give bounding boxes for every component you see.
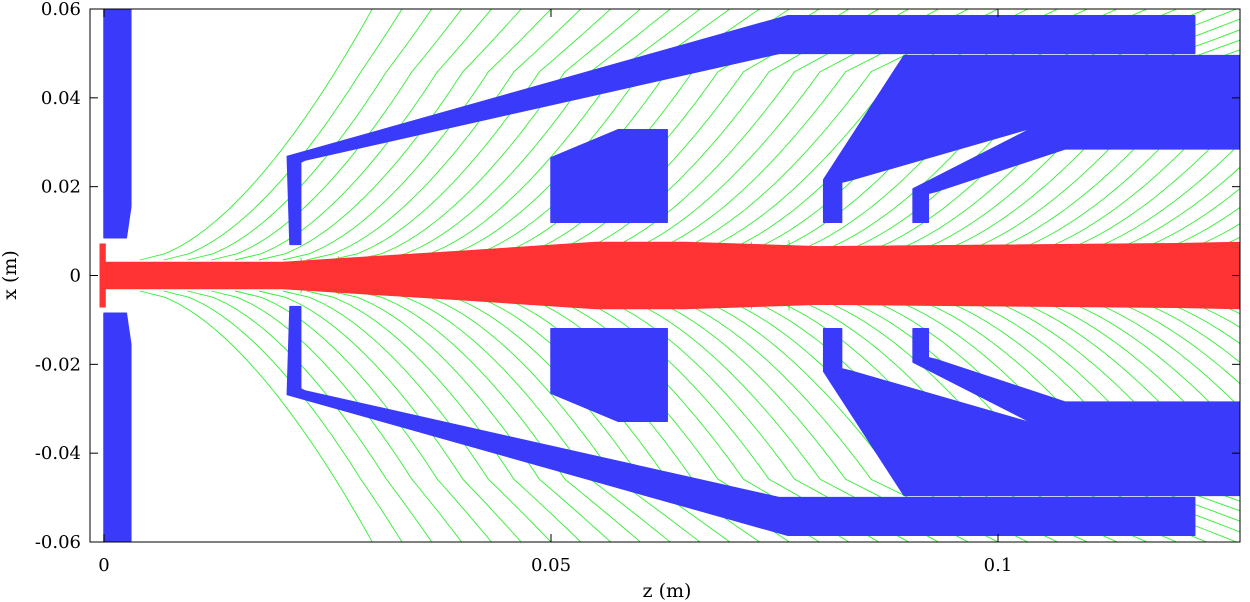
equipotential-line [401, 290, 701, 542]
electrode-1-upper [103, 9, 132, 239]
electrode-1-lower [103, 312, 132, 542]
equipotential-line [187, 290, 433, 542]
y-tick-label: 0.02 [41, 177, 81, 198]
equipotential-line [1093, 290, 1240, 364]
equipotential-line [139, 290, 373, 542]
equipotential-line [378, 290, 671, 542]
equipotential-line [1045, 290, 1240, 409]
electrode-3-upper [550, 129, 668, 223]
y-tick-label: 0.04 [41, 88, 81, 109]
y-tick-label: 0.06 [41, 0, 81, 20]
equipotential-line [330, 9, 611, 261]
y-tick-label: -0.06 [35, 532, 81, 553]
equipotential-line [306, 290, 582, 542]
y-tick-label: -0.02 [35, 354, 81, 375]
x-axis-ticks: 00.050.10.150.20.25 [98, 9, 1013, 576]
equipotential-line [1093, 187, 1240, 261]
x-tick-label: 0.1 [984, 555, 1013, 576]
electrode-2-lower [286, 305, 1196, 537]
electrodes [103, 9, 1240, 542]
electrode-5-upper [912, 99, 1240, 223]
y-tick-label: 0 [70, 266, 81, 287]
x-tick-label: 0.05 [531, 555, 571, 576]
equipotential-line [354, 9, 641, 261]
electrode-4-upper [822, 54, 1240, 223]
equipotential-line [282, 9, 552, 261]
electrode-5-lower [912, 328, 1240, 452]
equipotential-line [163, 290, 403, 542]
equipotential-line [378, 9, 671, 261]
equipotential-line [401, 9, 701, 261]
x-tick-label: 0 [98, 555, 109, 576]
electrode-2-upper [286, 14, 1196, 246]
y-tick-label: -0.04 [35, 443, 81, 464]
equipotential-line [282, 290, 552, 542]
beam-envelope [103, 241, 1240, 310]
electrode-3-lower [550, 328, 668, 422]
equipotential-line [1117, 206, 1240, 261]
equipotential-line [1117, 290, 1240, 345]
equipotential-line [1069, 166, 1240, 261]
equipotential-line [330, 290, 611, 542]
y-axis-ticks: -0.06 -0.04 -0.02 0 0.02 0.04 0.06 [35, 0, 1240, 553]
equipotential-line [163, 9, 403, 261]
equipotential-line [1069, 290, 1240, 385]
equipotential-line [306, 9, 582, 261]
equipotential-line [354, 290, 641, 542]
equipotential-line [139, 9, 373, 261]
equipotential-line [187, 9, 433, 261]
equipotential-line [1045, 142, 1240, 261]
y-axis-label: x (m) [0, 250, 21, 300]
cathode-emitter [99, 243, 106, 308]
x-axis-label: z (m) [643, 580, 692, 602]
electrode-4-lower [822, 328, 1240, 497]
electron-beam [99, 241, 1240, 310]
